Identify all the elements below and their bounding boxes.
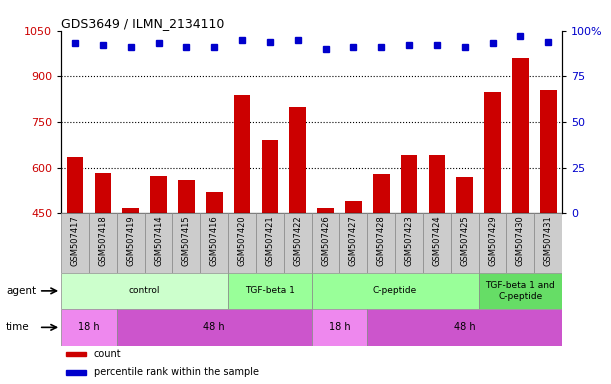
Bar [534,213,562,273]
Bar [200,213,228,273]
Text: GSM507426: GSM507426 [321,215,330,266]
Text: 48 h: 48 h [454,322,475,333]
Text: count: count [93,349,122,359]
Bar [66,352,86,356]
Text: control: control [129,286,160,295]
Text: GSM507423: GSM507423 [404,215,414,266]
Bar [122,208,139,350]
Text: GSM507429: GSM507429 [488,215,497,265]
Bar [395,213,423,273]
Text: time: time [6,322,30,333]
Text: GSM507427: GSM507427 [349,215,358,266]
Bar [345,201,362,350]
Bar [312,213,340,273]
Text: TGF-beta 1: TGF-beta 1 [245,286,295,295]
Bar [117,309,312,346]
Text: 18 h: 18 h [329,322,350,333]
Bar [423,213,451,273]
Bar [290,107,306,350]
Bar [228,273,312,309]
Text: GSM507419: GSM507419 [126,215,135,265]
Bar [367,309,562,346]
Bar [367,213,395,273]
Bar [117,213,145,273]
Bar [373,174,390,350]
Text: GSM507428: GSM507428 [377,215,386,266]
Bar [145,213,172,273]
Text: GSM507422: GSM507422 [293,215,302,265]
Text: C-peptide: C-peptide [373,286,417,295]
Text: 48 h: 48 h [203,322,225,333]
Bar [172,213,200,273]
Text: GSM507416: GSM507416 [210,215,219,266]
Bar [61,273,228,309]
Text: 18 h: 18 h [78,322,100,333]
Bar [512,58,529,350]
Bar [540,90,557,350]
Bar [478,213,507,273]
Bar [61,309,117,346]
Text: GSM507425: GSM507425 [460,215,469,265]
Bar [233,94,251,350]
Bar [206,192,222,350]
Bar [262,140,278,350]
Bar [428,156,445,350]
Bar [401,156,417,350]
Bar [451,213,478,273]
Bar [95,173,111,350]
Bar [317,208,334,350]
Text: GSM507415: GSM507415 [182,215,191,265]
Bar [456,177,473,350]
Bar [312,309,367,346]
Bar [284,213,312,273]
Text: percentile rank within the sample: percentile rank within the sample [93,367,258,377]
Bar [66,370,86,375]
Bar [89,213,117,273]
Bar [150,176,167,350]
Bar [340,213,367,273]
Bar [312,273,478,309]
Text: GSM507421: GSM507421 [265,215,274,265]
Bar [61,213,89,273]
Text: TGF-beta 1 and
C-peptide: TGF-beta 1 and C-peptide [486,281,555,301]
Bar [228,213,256,273]
Text: GSM507420: GSM507420 [238,215,246,265]
Text: GSM507431: GSM507431 [544,215,553,266]
Bar [507,213,534,273]
Bar [256,213,284,273]
Text: GSM507424: GSM507424 [433,215,441,265]
Text: GSM507418: GSM507418 [98,215,108,266]
Bar [67,157,83,350]
Text: GSM507417: GSM507417 [70,215,79,266]
Text: GSM507414: GSM507414 [154,215,163,265]
Bar [484,91,501,350]
Text: GSM507430: GSM507430 [516,215,525,266]
Text: agent: agent [6,286,36,296]
Bar [478,273,562,309]
Bar [178,180,195,350]
Text: GDS3649 / ILMN_2134110: GDS3649 / ILMN_2134110 [61,17,224,30]
